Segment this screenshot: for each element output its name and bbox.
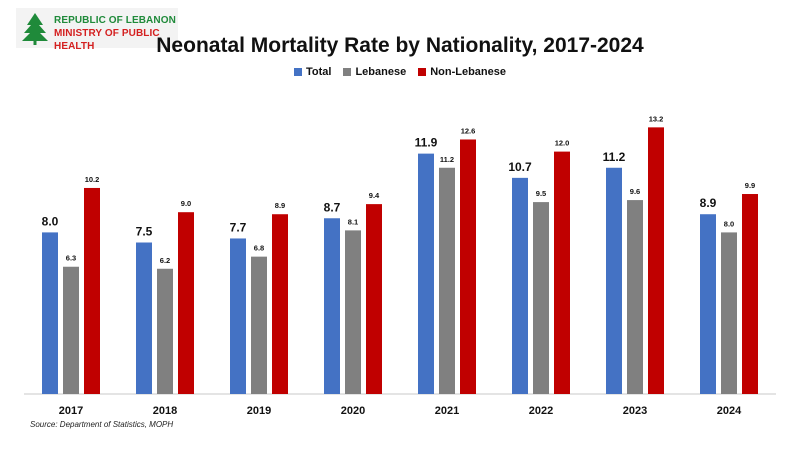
data-label-total-2021: 11.9 bbox=[415, 136, 438, 150]
bar-non-lebanese-2023 bbox=[648, 127, 664, 395]
legend-label-non-lebanese: Non-Lebanese bbox=[430, 66, 506, 78]
data-label-lebanese-2019: 6.8 bbox=[254, 244, 264, 253]
data-label-total-2024: 8.9 bbox=[700, 196, 717, 210]
legend-item-lebanese: Lebanese bbox=[343, 66, 406, 78]
legend-swatch-total bbox=[293, 68, 302, 76]
bar-lebanese-2021 bbox=[439, 167, 455, 394]
data-label-lebanese-2023: 9.6 bbox=[630, 187, 640, 196]
legend-item-total: Total bbox=[293, 66, 332, 78]
bar-lebanese-2024 bbox=[721, 232, 737, 394]
bar-non-lebanese-2020 bbox=[366, 204, 382, 394]
data-label-total-2023: 11.2 bbox=[603, 150, 626, 164]
chart-title: Neonatal Mortality Rate by Nationality, … bbox=[156, 34, 644, 57]
bar-lebanese-2020 bbox=[345, 230, 361, 394]
bar-non-lebanese-2022 bbox=[554, 151, 570, 394]
data-label-non-lebanese-2019: 8.9 bbox=[275, 201, 285, 210]
data-label-non-lebanese-2024: 9.9 bbox=[745, 181, 755, 190]
data-label-total-2022: 10.7 bbox=[508, 160, 532, 174]
legend-swatch-lebanese bbox=[343, 68, 352, 76]
legend-swatch-non-lebanese bbox=[418, 68, 427, 76]
x-tick-label-2023: 2023 bbox=[623, 405, 647, 417]
data-label-non-lebanese-2021: 12.6 bbox=[461, 126, 476, 135]
bar-lebanese-2023 bbox=[627, 200, 643, 394]
data-label-total-2019: 7.7 bbox=[230, 220, 247, 234]
data-label-lebanese-2018: 6.2 bbox=[160, 256, 170, 265]
data-label-total-2020: 8.7 bbox=[324, 200, 341, 214]
legend-label-total: Total bbox=[305, 66, 332, 78]
x-tick-label-2021: 2021 bbox=[435, 405, 459, 417]
bar-non-lebanese-2021 bbox=[460, 139, 476, 394]
legend-item-non-lebanese: Non-Lebanese bbox=[418, 66, 506, 78]
logo-country: REPUBLIC OF LEBANON bbox=[54, 15, 176, 26]
data-label-non-lebanese-2017: 10.2 bbox=[85, 175, 100, 184]
bar-non-lebanese-2024 bbox=[742, 194, 758, 394]
data-label-total-2018: 7.5 bbox=[136, 225, 153, 239]
ministry-logo: REPUBLIC OF LEBANON MINISTRY OF PUBLIC H… bbox=[16, 8, 178, 52]
bar-non-lebanese-2018 bbox=[178, 212, 194, 394]
bar-lebanese-2017 bbox=[63, 266, 79, 394]
x-tick-label-2018: 2018 bbox=[153, 405, 177, 417]
bar-lebanese-2019 bbox=[251, 256, 267, 394]
bar-non-lebanese-2017 bbox=[84, 187, 100, 394]
bar-total-2017 bbox=[42, 232, 58, 394]
cedar-icon bbox=[22, 13, 48, 45]
bar-total-2024 bbox=[700, 214, 716, 394]
bar-lebanese-2018 bbox=[157, 268, 173, 394]
data-label-lebanese-2020: 8.1 bbox=[348, 217, 358, 226]
x-tick-label-2019: 2019 bbox=[247, 405, 271, 417]
bar-total-2023 bbox=[606, 167, 622, 394]
x-tick-label-2017: 2017 bbox=[59, 405, 83, 417]
x-tick-label-2022: 2022 bbox=[529, 405, 553, 417]
data-label-non-lebanese-2018: 9.0 bbox=[181, 199, 191, 208]
x-tick-label-2020: 2020 bbox=[341, 405, 365, 417]
bar-total-2019 bbox=[230, 238, 246, 394]
data-label-non-lebanese-2022: 12.0 bbox=[555, 139, 570, 148]
legend-label-lebanese: Lebanese bbox=[355, 66, 407, 78]
data-label-lebanese-2022: 9.5 bbox=[536, 189, 546, 198]
data-label-lebanese-2021: 11.2 bbox=[440, 155, 454, 164]
bar-total-2018 bbox=[136, 242, 152, 394]
x-tick-label-2024: 2024 bbox=[717, 405, 742, 417]
data-label-lebanese-2024: 8.0 bbox=[724, 219, 734, 228]
chart-source: Source: Department of Statistics, MOPH bbox=[30, 420, 174, 429]
data-label-lebanese-2017: 6.3 bbox=[66, 254, 76, 263]
data-label-non-lebanese-2020: 9.4 bbox=[369, 191, 380, 200]
bar-total-2020 bbox=[324, 218, 340, 394]
bar-total-2022 bbox=[512, 177, 528, 394]
data-label-non-lebanese-2023: 13.2 bbox=[649, 114, 664, 123]
bar-lebanese-2022 bbox=[533, 202, 549, 394]
logo-ministry: MINISTRY OF PUBLIC HEALTH bbox=[54, 28, 160, 52]
bar-non-lebanese-2019 bbox=[272, 214, 288, 394]
bar-total-2021 bbox=[418, 153, 434, 394]
data-label-total-2017: 8.0 bbox=[42, 214, 59, 228]
chart-legend: Total Lebanese Non-Lebanese bbox=[0, 66, 800, 78]
